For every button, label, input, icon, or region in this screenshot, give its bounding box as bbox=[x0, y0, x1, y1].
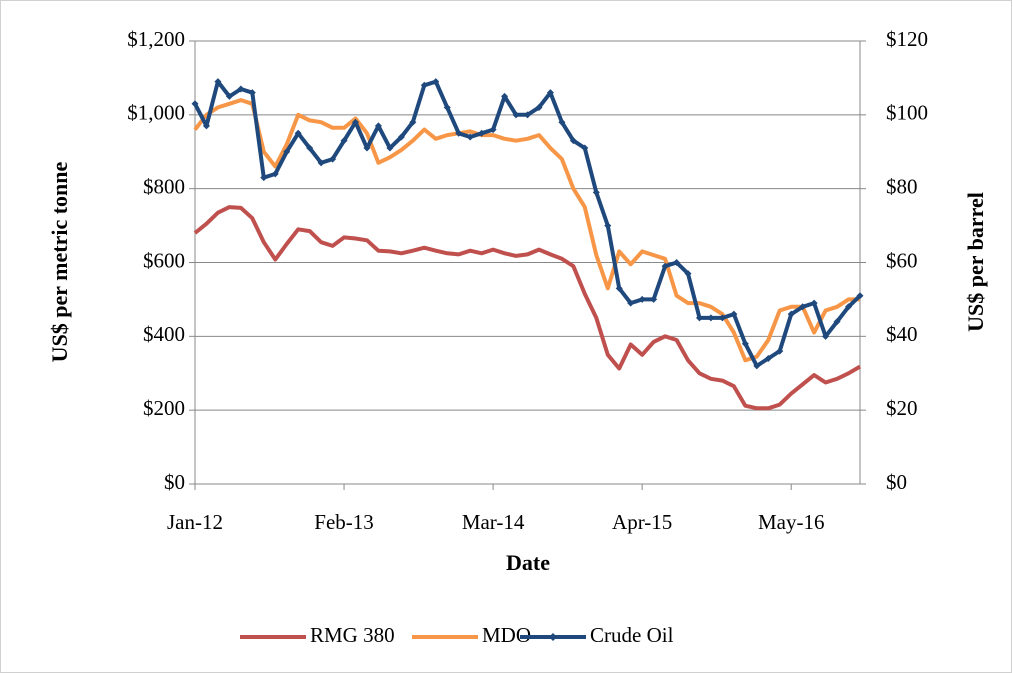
point-marker bbox=[386, 144, 394, 152]
x-tick-label: Feb-13 bbox=[314, 510, 374, 534]
legend-marker bbox=[549, 633, 557, 641]
point-marker bbox=[592, 188, 600, 196]
x-tick-label: Mar-14 bbox=[462, 510, 525, 534]
y-tick-label: $800 bbox=[143, 174, 185, 198]
y2-tick-label: $0 bbox=[886, 470, 907, 494]
point-marker bbox=[581, 144, 589, 152]
x-tick-label: Apr-15 bbox=[612, 510, 672, 534]
point-marker bbox=[237, 85, 245, 93]
point-marker bbox=[833, 318, 841, 326]
point-marker bbox=[294, 129, 302, 137]
point-marker bbox=[718, 314, 726, 322]
point-marker bbox=[512, 111, 520, 119]
point-marker bbox=[707, 314, 715, 322]
point-marker bbox=[627, 299, 635, 307]
point-marker bbox=[753, 362, 761, 370]
point-marker bbox=[432, 78, 440, 86]
point-marker bbox=[248, 89, 256, 97]
point-marker bbox=[501, 92, 509, 100]
y2-tick-label: $120 bbox=[886, 27, 928, 51]
point-marker bbox=[604, 222, 612, 230]
point-marker bbox=[317, 159, 325, 167]
point-marker bbox=[340, 137, 348, 145]
point-marker bbox=[489, 126, 497, 134]
series-line bbox=[193, 205, 862, 411]
point-marker bbox=[524, 111, 531, 119]
x-tick-label: May-16 bbox=[758, 510, 825, 534]
point-marker bbox=[329, 155, 337, 163]
point-marker bbox=[615, 284, 623, 292]
y2-tick-label: $80 bbox=[886, 174, 918, 198]
point-marker bbox=[764, 354, 772, 362]
point-marker bbox=[787, 310, 795, 318]
point-marker bbox=[638, 295, 646, 303]
point-marker bbox=[363, 144, 371, 152]
x-axis-title: Date bbox=[506, 550, 550, 575]
legend-label: Crude Oil bbox=[590, 623, 674, 647]
y-tick-label: $1,200 bbox=[127, 27, 185, 51]
point-marker bbox=[741, 340, 749, 348]
y2-tick-label: $20 bbox=[886, 396, 918, 420]
point-marker bbox=[684, 270, 692, 278]
point-marker bbox=[455, 129, 463, 137]
point-marker bbox=[799, 303, 807, 311]
y-tick-label: $600 bbox=[143, 248, 185, 272]
y2-axis-title: US$ per barrel bbox=[963, 192, 988, 332]
point-marker bbox=[776, 347, 784, 355]
y-axis-title: US$ per metric tonne bbox=[47, 161, 72, 362]
point-marker bbox=[271, 170, 279, 178]
point-marker bbox=[409, 118, 417, 126]
point-marker bbox=[650, 295, 658, 303]
point-marker bbox=[374, 122, 382, 130]
point-marker bbox=[478, 129, 486, 137]
point-marker bbox=[225, 92, 233, 100]
point-marker bbox=[191, 100, 199, 108]
y-tick-label: $1,000 bbox=[127, 101, 185, 125]
point-marker bbox=[558, 118, 566, 126]
point-marker bbox=[352, 118, 360, 126]
legend-label: RMG 380 bbox=[310, 623, 395, 647]
y-tick-label: $400 bbox=[143, 322, 185, 346]
point-marker bbox=[260, 174, 268, 182]
point-marker bbox=[695, 314, 703, 322]
point-marker bbox=[397, 133, 405, 141]
point-marker bbox=[822, 332, 830, 340]
point-marker bbox=[306, 144, 314, 152]
point-marker bbox=[202, 122, 210, 130]
y2-tick-label: $100 bbox=[886, 101, 928, 125]
legend-label: MDO bbox=[482, 623, 531, 647]
point-marker bbox=[546, 89, 554, 97]
point-marker bbox=[420, 81, 428, 89]
point-marker bbox=[730, 310, 738, 318]
point-marker bbox=[810, 299, 818, 307]
point-marker bbox=[673, 259, 681, 266]
y2-tick-label: $40 bbox=[886, 322, 918, 346]
point-marker bbox=[661, 262, 669, 270]
series-line bbox=[193, 98, 860, 363]
y2-tick-label: $60 bbox=[886, 248, 918, 272]
x-tick-label: Jan-12 bbox=[167, 510, 223, 534]
point-marker bbox=[466, 133, 474, 141]
y-tick-label: $0 bbox=[164, 470, 185, 494]
point-marker bbox=[214, 78, 222, 86]
point-marker bbox=[283, 148, 291, 156]
y-tick-label: $200 bbox=[143, 396, 185, 420]
point-marker bbox=[569, 137, 577, 145]
point-marker bbox=[845, 303, 853, 311]
point-marker bbox=[443, 103, 451, 111]
point-marker bbox=[535, 103, 543, 111]
point-marker bbox=[856, 292, 864, 300]
